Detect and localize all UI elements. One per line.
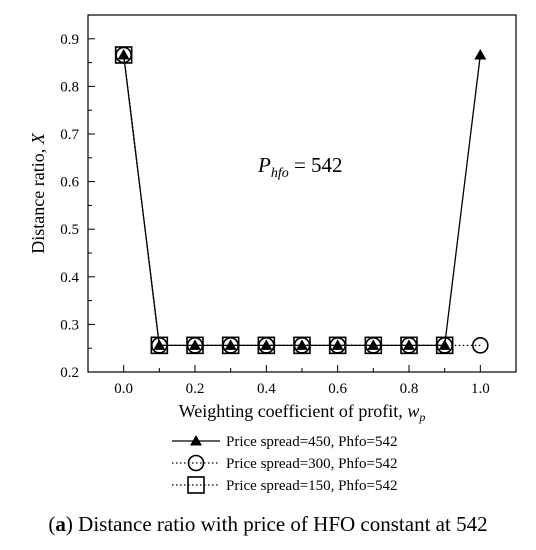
caption-label: a bbox=[55, 512, 66, 536]
data-point-series-1 bbox=[331, 339, 344, 350]
y-tick-label: 0.7 bbox=[60, 127, 79, 143]
y-tick-label: 0.8 bbox=[60, 79, 79, 95]
caption-text: Distance ratio with price of HFO constan… bbox=[72, 512, 488, 536]
plot-frame bbox=[87, 14, 517, 373]
data-point-series-2 bbox=[293, 337, 311, 354]
x-tick-label: 0.2 bbox=[186, 381, 205, 397]
series-line-1 bbox=[123, 54, 481, 346]
x-tick-label: 1.0 bbox=[471, 381, 490, 397]
annotation-text: Phfo = 542 bbox=[257, 153, 343, 181]
y-tick-label: 0.2 bbox=[60, 365, 79, 381]
y-tick-label: 0.5 bbox=[60, 222, 79, 238]
x-tick-label: 0.4 bbox=[257, 381, 276, 397]
data-point-series-1 bbox=[260, 339, 273, 350]
legend-label-2: Price spread=300, Phfo=542 bbox=[226, 456, 397, 472]
y-tick-label: 0.9 bbox=[60, 32, 79, 48]
y-axis-title: Distance ratio, X bbox=[28, 132, 48, 253]
data-point-series-2 bbox=[115, 46, 132, 64]
series-line-3 bbox=[123, 54, 445, 346]
data-point-series-1 bbox=[189, 339, 201, 350]
legend-label-3: Price spread=150, Phfo=542 bbox=[226, 478, 397, 494]
data-point-series-2 bbox=[151, 337, 168, 354]
data-point-series-1 bbox=[153, 339, 166, 350]
data-point-series-2 bbox=[436, 337, 453, 354]
x-tick-label: 0.0 bbox=[114, 381, 133, 397]
data-point-series-1 bbox=[474, 48, 487, 60]
annotation-layer: Phfo = 542 bbox=[257, 153, 343, 181]
data-point-series-2 bbox=[258, 337, 275, 354]
data-point-series-1 bbox=[403, 339, 415, 350]
x-tick-label: 0.8 bbox=[400, 381, 419, 397]
legend-marker-1 bbox=[190, 435, 202, 446]
data-point-series-1 bbox=[367, 339, 380, 350]
data-point-series-2 bbox=[472, 337, 489, 354]
y-tick-label: 0.3 bbox=[60, 317, 79, 333]
chart: 0.0 0.2 0.4 0.6 0.8 1.0 0.2 0.3 0.4 0.5 0.6 0.7 0.8 0… bbox=[28, 14, 517, 494]
data-point-series-1 bbox=[296, 339, 308, 350]
data-point-series-2 bbox=[400, 337, 418, 354]
legend-marker-2 bbox=[187, 454, 205, 472]
x-axis-title: Weighting coefficient of profit, wp bbox=[179, 401, 426, 424]
figure-caption: (a) Distance ratio with price of HFO con… bbox=[48, 512, 488, 536]
data-point-series-1 bbox=[438, 339, 451, 350]
data-point-series-1 bbox=[117, 48, 130, 60]
data-point-series-1 bbox=[224, 339, 237, 350]
legend-label-1: Price spread=450, Phfo=542 bbox=[226, 434, 397, 450]
y-tick-label: 0.6 bbox=[60, 175, 79, 191]
y-tick-label: 0.4 bbox=[60, 270, 79, 286]
data-point-series-2 bbox=[365, 337, 382, 354]
series-line-2 bbox=[123, 54, 481, 346]
legend-marker-3 bbox=[187, 476, 205, 494]
series-layer bbox=[114, 46, 489, 355]
x-tick-label: 0.6 bbox=[328, 381, 347, 397]
data-point-series-2 bbox=[222, 337, 239, 354]
data-point-series-2 bbox=[186, 337, 204, 354]
legend: Price spread=450, Phfo=542 Price spread=3… bbox=[172, 434, 397, 494]
data-point-series-2 bbox=[329, 337, 346, 354]
axes: 0.0 0.2 0.4 0.6 0.8 1.0 0.2 0.3 0.4 0.5 0.6 0.7 0.8 0… bbox=[28, 14, 517, 424]
